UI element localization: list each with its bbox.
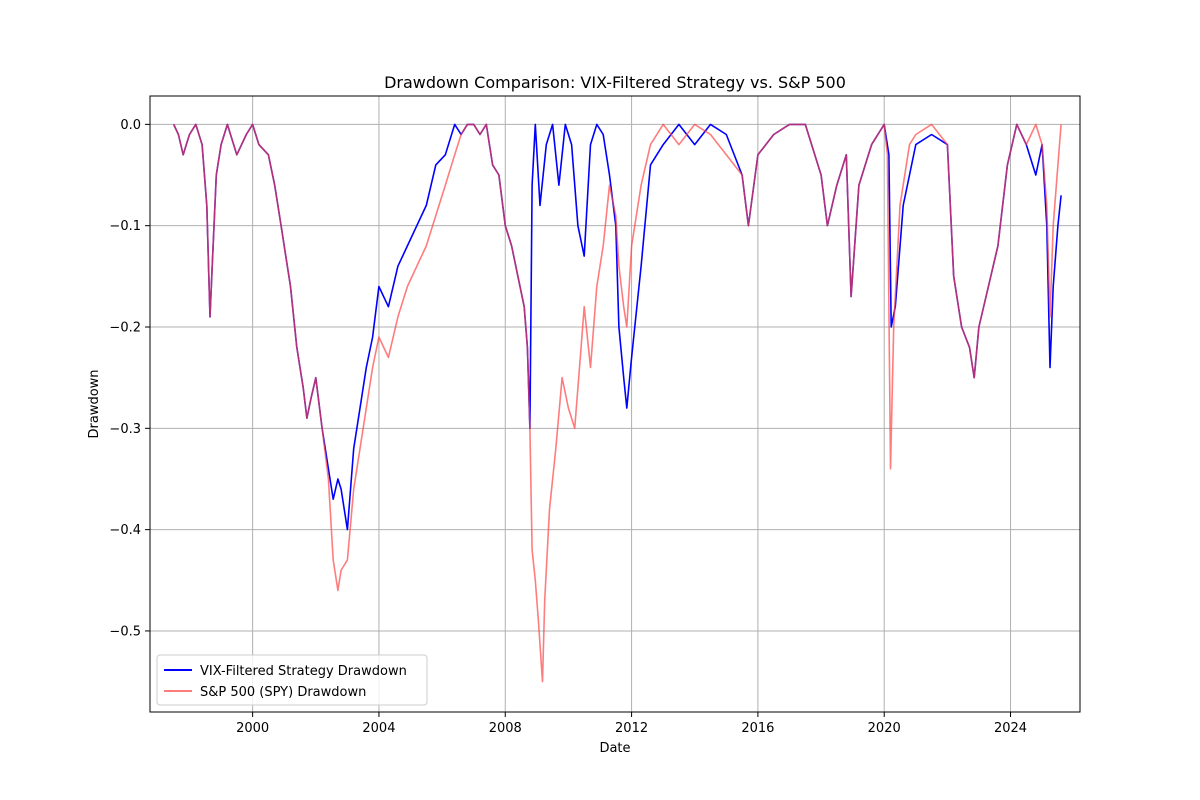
plot-frame [149, 95, 1081, 713]
y-axis-ticks: 0.0 −0.1 −0.2 −0.3 −0.4 −0.5 [109, 118, 150, 639]
x-tick-label: 2004 [362, 721, 395, 736]
y-axis-label: Drawdown [87, 369, 102, 438]
y-tick-label: −0.1 [109, 219, 141, 234]
x-tick-label: 2000 [236, 721, 269, 736]
legend-label-strategy: VIX-Filtered Strategy Drawdown [200, 664, 407, 679]
plot-area [150, 96, 1080, 712]
y-tick-label: −0.3 [109, 422, 141, 437]
legend-label-spy: S&P 500 (SPY) Drawdown [200, 685, 366, 700]
y-tick-label: −0.4 [109, 523, 141, 538]
legend: VIX-Filtered Strategy Drawdown S&P 500 (… [156, 654, 428, 706]
grid [150, 96, 1080, 712]
y-tick-label: −0.5 [109, 624, 141, 639]
y-tick-label: −0.2 [109, 321, 141, 336]
x-tick-label: 2012 [615, 721, 648, 736]
spy-drawdown-line [172, 123, 1062, 683]
x-tick-label: 2024 [994, 721, 1027, 736]
x-tick-label: 2008 [489, 721, 522, 736]
legend-box [156, 654, 428, 706]
y-tick-label: 0.0 [120, 118, 141, 133]
x-tick-label: 2020 [868, 721, 901, 736]
x-axis-ticks: 2000 2004 2008 2012 2016 2020 2024 [236, 712, 1027, 736]
x-tick-label: 2016 [741, 721, 774, 736]
series-layer [172, 123, 1062, 683]
x-axis-label: Date [599, 741, 630, 756]
chart-title: Drawdown Comparison: VIX-Filtered Strate… [384, 73, 846, 92]
